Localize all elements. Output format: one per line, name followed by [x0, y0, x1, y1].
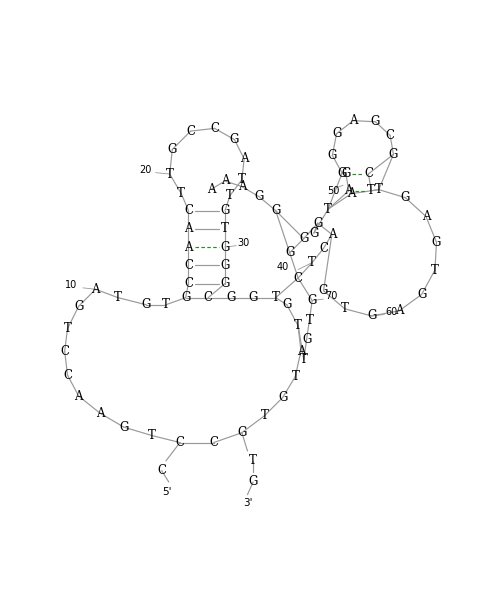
- Text: C: C: [157, 464, 166, 477]
- Text: G: G: [417, 288, 426, 301]
- Text: G: G: [341, 168, 350, 181]
- Text: T: T: [238, 173, 246, 187]
- Text: C: C: [294, 271, 302, 285]
- Text: G: G: [119, 421, 128, 434]
- Text: G: G: [181, 291, 190, 304]
- Text: G: G: [226, 291, 235, 304]
- Text: C: C: [184, 204, 193, 217]
- Text: G: G: [278, 391, 287, 404]
- Text: T: T: [166, 168, 174, 181]
- Text: G: G: [248, 475, 258, 488]
- Text: A: A: [297, 345, 305, 358]
- Text: T: T: [341, 302, 348, 315]
- Text: T: T: [221, 222, 229, 235]
- Text: G: G: [302, 333, 311, 346]
- Text: C: C: [364, 168, 373, 181]
- Text: G: G: [332, 127, 341, 140]
- Text: G: G: [432, 236, 441, 249]
- Text: 30: 30: [238, 238, 250, 248]
- Text: G: G: [142, 298, 151, 311]
- Text: G: G: [389, 148, 398, 161]
- Text: G: G: [367, 309, 376, 323]
- Text: T: T: [148, 429, 156, 442]
- Text: G: G: [237, 426, 247, 439]
- Text: T: T: [305, 314, 313, 327]
- Text: T: T: [260, 409, 268, 422]
- Text: C: C: [184, 277, 193, 290]
- Text: C: C: [186, 125, 195, 138]
- Text: 5': 5': [162, 486, 172, 497]
- Text: G: G: [220, 259, 230, 272]
- Text: A: A: [96, 406, 104, 419]
- Text: T: T: [375, 183, 383, 196]
- Text: A: A: [184, 241, 193, 254]
- Text: G: G: [371, 115, 380, 128]
- Text: A: A: [345, 184, 353, 197]
- Text: C: C: [60, 345, 69, 358]
- Text: A: A: [240, 153, 248, 165]
- Text: A: A: [347, 187, 355, 200]
- Text: 20: 20: [139, 165, 151, 175]
- Text: T: T: [177, 187, 185, 200]
- Text: C: C: [386, 129, 395, 142]
- Text: G: G: [313, 217, 323, 230]
- Text: G: G: [271, 204, 280, 217]
- Text: G: G: [307, 294, 317, 307]
- Text: G: G: [254, 190, 263, 203]
- Text: C: C: [63, 368, 72, 381]
- Text: C: C: [176, 436, 185, 449]
- Text: T: T: [292, 370, 299, 383]
- Text: A: A: [238, 180, 246, 193]
- Text: 3': 3': [243, 498, 252, 508]
- Text: T: T: [308, 256, 316, 269]
- Text: T: T: [249, 454, 257, 467]
- Text: G: G: [220, 204, 230, 217]
- Text: G: G: [401, 191, 410, 204]
- Text: G: G: [74, 299, 84, 312]
- Text: T: T: [162, 298, 170, 311]
- Text: A: A: [221, 175, 229, 188]
- Text: G: G: [220, 277, 230, 290]
- Text: T: T: [367, 184, 375, 197]
- Text: C: C: [210, 122, 219, 135]
- Text: A: A: [422, 210, 430, 223]
- Text: 40: 40: [277, 261, 289, 271]
- Text: G: G: [285, 246, 295, 259]
- Text: C: C: [184, 259, 193, 272]
- Text: G: G: [248, 291, 258, 304]
- Text: C: C: [203, 291, 213, 304]
- Text: G: G: [220, 241, 230, 254]
- Text: A: A: [349, 114, 357, 127]
- Text: 70: 70: [325, 291, 337, 301]
- Text: T: T: [272, 291, 280, 304]
- Text: G: G: [230, 133, 239, 146]
- Text: C: C: [319, 242, 328, 255]
- Text: T: T: [300, 353, 308, 366]
- Text: G: G: [309, 227, 319, 239]
- Text: A: A: [395, 304, 403, 317]
- Text: T: T: [294, 320, 302, 332]
- Text: G: G: [328, 149, 337, 162]
- Text: T: T: [431, 264, 439, 277]
- Text: G: G: [319, 285, 328, 297]
- Text: G: G: [338, 166, 347, 179]
- Text: A: A: [184, 222, 193, 235]
- Text: T: T: [114, 291, 122, 304]
- Text: A: A: [328, 228, 336, 241]
- Text: 10: 10: [65, 280, 77, 290]
- Text: A: A: [207, 183, 215, 196]
- Text: 50: 50: [328, 186, 340, 195]
- Text: T: T: [226, 189, 234, 202]
- Text: G: G: [299, 232, 308, 245]
- Text: G: G: [168, 143, 177, 156]
- Text: G: G: [282, 298, 292, 311]
- Text: A: A: [74, 390, 83, 403]
- Text: A: A: [92, 283, 100, 296]
- Text: C: C: [209, 436, 218, 449]
- Text: T: T: [63, 322, 71, 335]
- Text: T: T: [324, 203, 332, 216]
- Text: 60: 60: [386, 307, 398, 317]
